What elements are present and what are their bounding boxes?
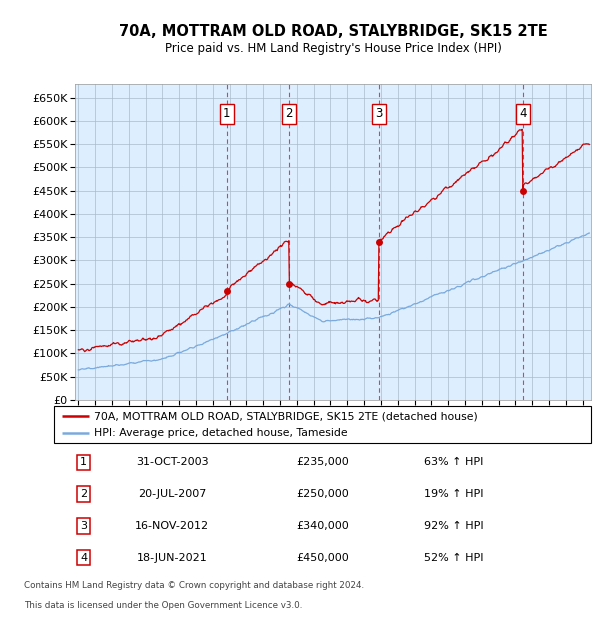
Text: This data is licensed under the Open Government Licence v3.0.: This data is licensed under the Open Gov… — [24, 601, 302, 610]
Text: 70A, MOTTRAM OLD ROAD, STALYBRIDGE, SK15 2TE: 70A, MOTTRAM OLD ROAD, STALYBRIDGE, SK15… — [119, 24, 547, 38]
Text: 31-OCT-2003: 31-OCT-2003 — [136, 458, 208, 467]
Text: 70A, MOTTRAM OLD ROAD, STALYBRIDGE, SK15 2TE (detached house): 70A, MOTTRAM OLD ROAD, STALYBRIDGE, SK15… — [94, 411, 478, 421]
Text: £250,000: £250,000 — [296, 489, 349, 499]
Text: 3: 3 — [375, 107, 383, 120]
Text: Contains HM Land Registry data © Crown copyright and database right 2024.: Contains HM Land Registry data © Crown c… — [24, 581, 364, 590]
Text: 1: 1 — [80, 458, 87, 467]
Text: £450,000: £450,000 — [296, 552, 349, 562]
Text: 92% ↑ HPI: 92% ↑ HPI — [424, 521, 484, 531]
Text: 2: 2 — [286, 107, 293, 120]
Text: £340,000: £340,000 — [296, 521, 349, 531]
Text: 52% ↑ HPI: 52% ↑ HPI — [424, 552, 484, 562]
Text: 20-JUL-2007: 20-JUL-2007 — [138, 489, 206, 499]
Text: 19% ↑ HPI: 19% ↑ HPI — [424, 489, 484, 499]
Text: 2: 2 — [80, 489, 87, 499]
Text: 63% ↑ HPI: 63% ↑ HPI — [424, 458, 484, 467]
Text: HPI: Average price, detached house, Tameside: HPI: Average price, detached house, Tame… — [94, 428, 348, 438]
Text: 18-JUN-2021: 18-JUN-2021 — [137, 552, 208, 562]
Text: 3: 3 — [80, 521, 87, 531]
Text: 4: 4 — [80, 552, 87, 562]
Text: £235,000: £235,000 — [296, 458, 349, 467]
Text: 16-NOV-2012: 16-NOV-2012 — [135, 521, 209, 531]
Text: Price paid vs. HM Land Registry's House Price Index (HPI): Price paid vs. HM Land Registry's House … — [164, 42, 502, 55]
Text: 1: 1 — [223, 107, 230, 120]
Text: 4: 4 — [520, 107, 527, 120]
